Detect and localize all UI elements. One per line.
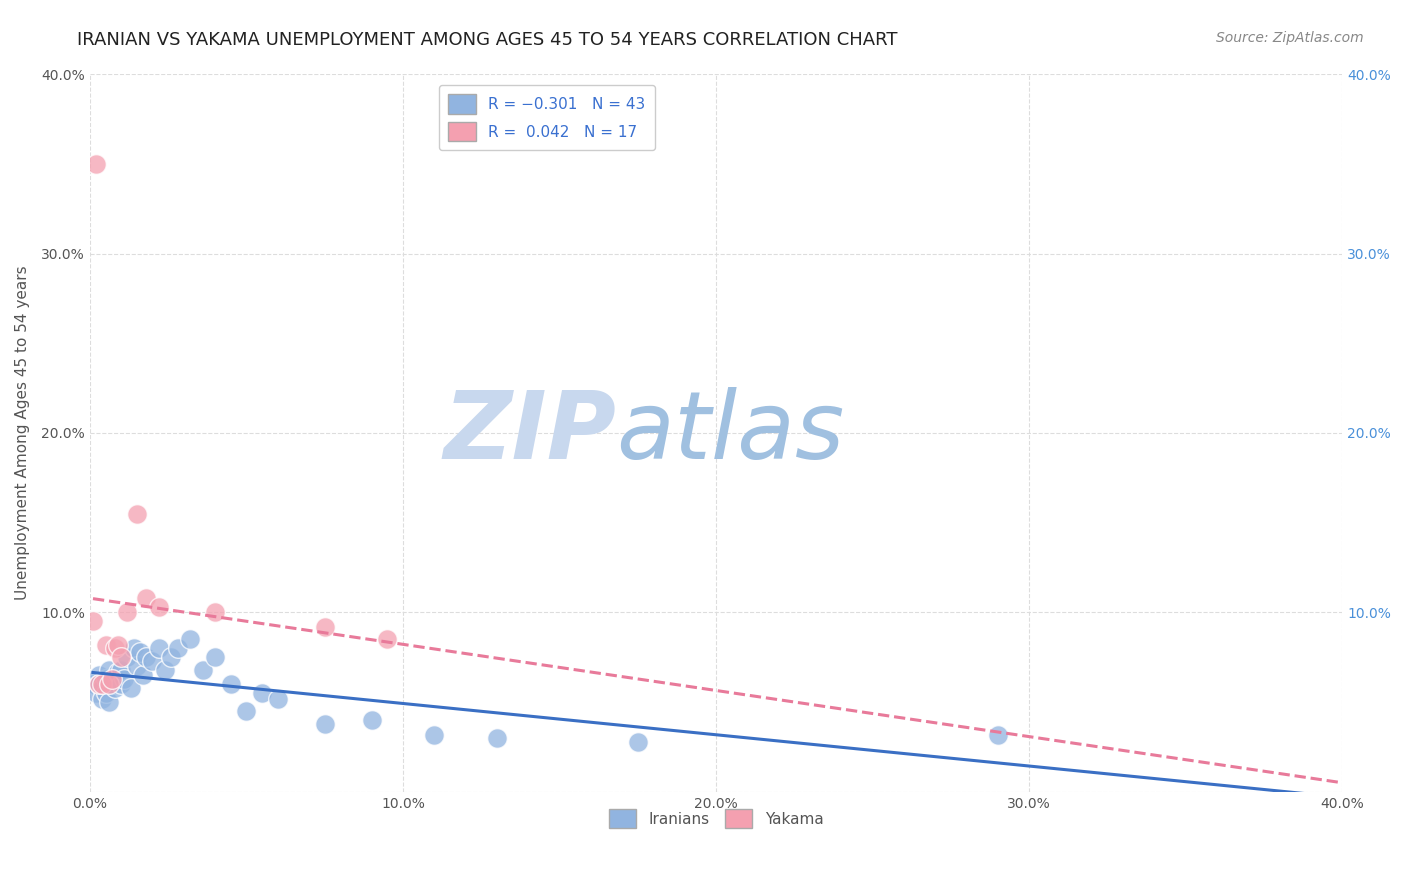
- Point: [97, 677, 120, 691]
- Point: [148, 641, 170, 656]
- Legend: Iranians, Yakama: Iranians, Yakama: [603, 803, 830, 835]
- Point: [100, 673, 122, 688]
- Point: [204, 606, 226, 620]
- Text: ZIP: ZIP: [443, 387, 616, 479]
- Point: [250, 686, 273, 700]
- Point: [104, 641, 127, 656]
- Point: [104, 681, 127, 695]
- Point: [314, 620, 336, 634]
- Point: [360, 713, 382, 727]
- Point: [117, 650, 139, 665]
- Point: [375, 632, 398, 647]
- Point: [97, 695, 120, 709]
- Point: [120, 681, 142, 695]
- Point: [148, 600, 170, 615]
- Point: [94, 638, 117, 652]
- Point: [84, 686, 107, 700]
- Point: [117, 606, 139, 620]
- Point: [100, 677, 122, 691]
- Point: [91, 677, 114, 691]
- Point: [153, 663, 176, 677]
- Point: [84, 157, 107, 171]
- Point: [89, 677, 111, 691]
- Point: [97, 663, 120, 677]
- Point: [129, 645, 152, 659]
- Point: [423, 727, 446, 741]
- Text: IRANIAN VS YAKAMA UNEMPLOYMENT AMONG AGES 45 TO 54 YEARS CORRELATION CHART: IRANIAN VS YAKAMA UNEMPLOYMENT AMONG AGE…: [77, 31, 898, 49]
- Point: [110, 677, 132, 691]
- Text: Source: ZipAtlas.com: Source: ZipAtlas.com: [1216, 31, 1364, 45]
- Point: [141, 654, 163, 668]
- Point: [125, 507, 148, 521]
- Point: [94, 672, 117, 686]
- Point: [627, 735, 650, 749]
- Point: [219, 677, 242, 691]
- Point: [89, 677, 111, 691]
- Point: [135, 650, 157, 665]
- Point: [110, 650, 132, 665]
- Y-axis label: Unemployment Among Ages 45 to 54 years: Unemployment Among Ages 45 to 54 years: [15, 266, 30, 600]
- Point: [107, 638, 129, 652]
- Point: [110, 663, 132, 677]
- Point: [107, 665, 129, 679]
- Point: [104, 672, 127, 686]
- Point: [204, 650, 226, 665]
- Point: [135, 591, 157, 606]
- Point: [100, 672, 122, 686]
- Point: [314, 716, 336, 731]
- Point: [485, 731, 508, 745]
- Point: [267, 691, 290, 706]
- Point: [191, 663, 214, 677]
- Point: [91, 681, 114, 695]
- Point: [91, 691, 114, 706]
- Point: [94, 686, 117, 700]
- Point: [179, 632, 201, 647]
- Point: [112, 672, 135, 686]
- Point: [132, 668, 155, 682]
- Point: [166, 641, 188, 656]
- Point: [125, 659, 148, 673]
- Point: [89, 668, 111, 682]
- Point: [235, 704, 257, 718]
- Point: [987, 727, 1010, 741]
- Point: [82, 677, 104, 691]
- Text: atlas: atlas: [616, 387, 844, 478]
- Point: [122, 641, 145, 656]
- Point: [160, 650, 183, 665]
- Point: [82, 615, 104, 629]
